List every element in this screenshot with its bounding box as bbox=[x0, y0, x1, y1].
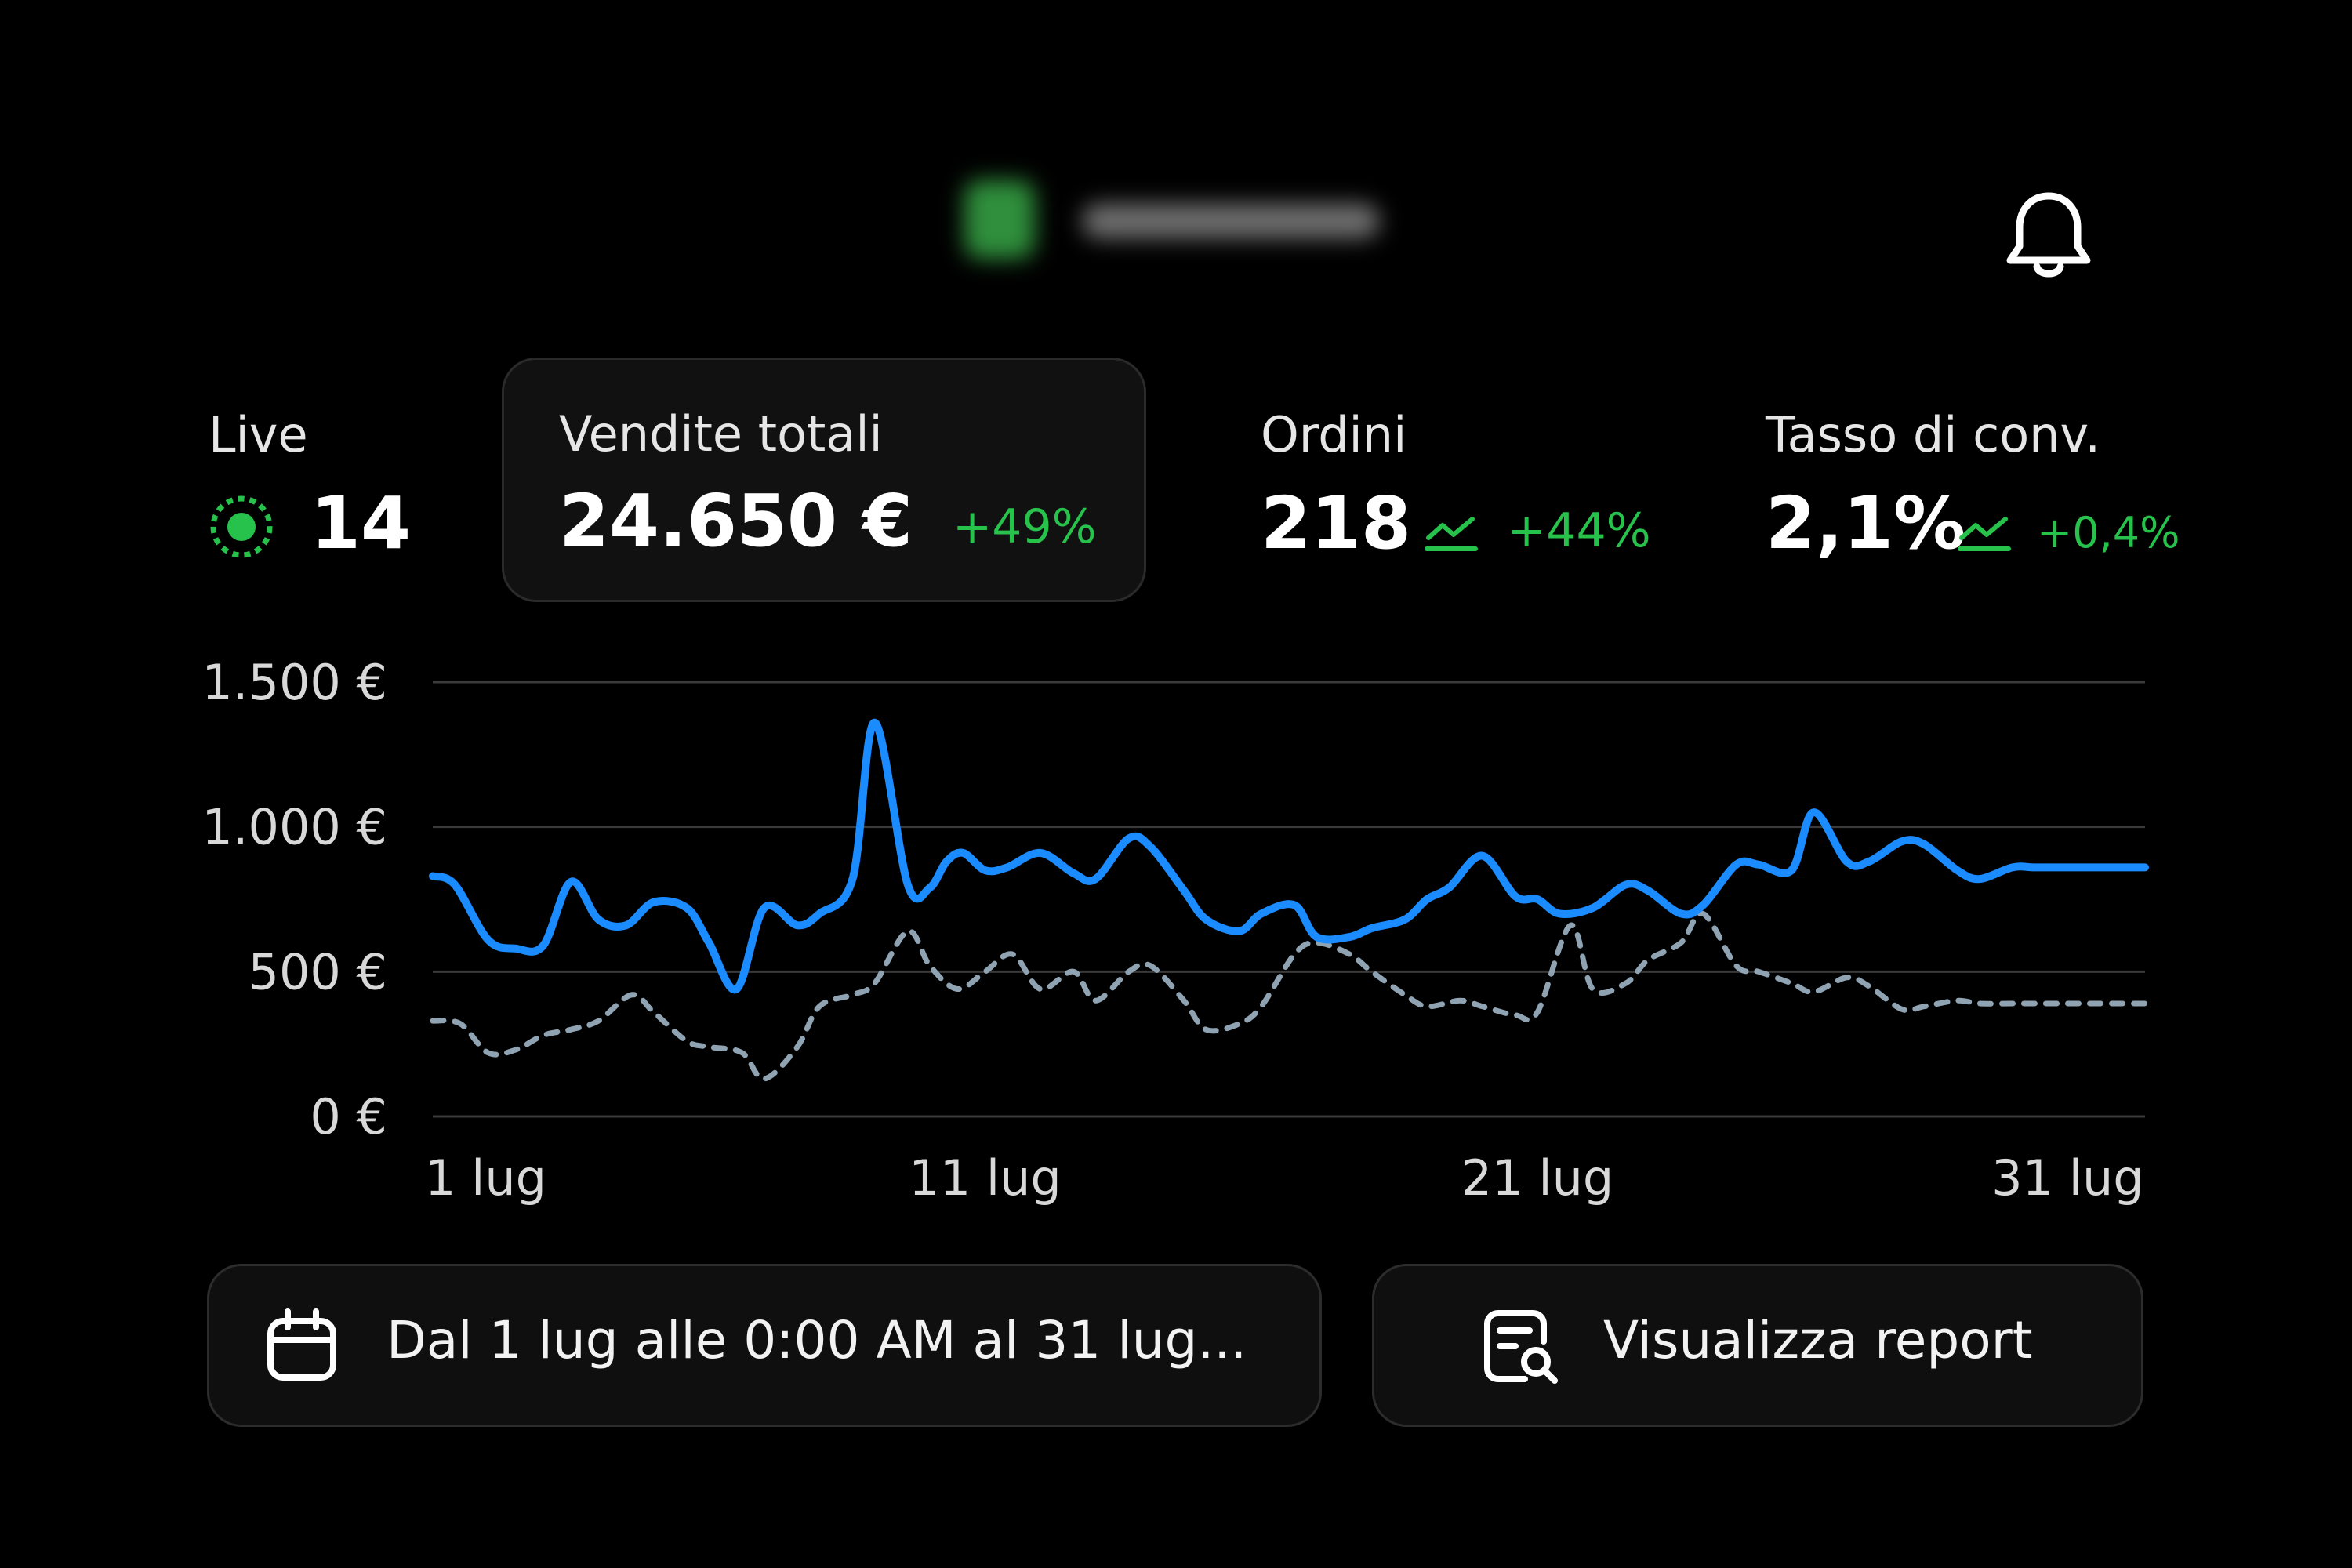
x-tick-label: 11 lug bbox=[909, 1149, 1061, 1207]
live-indicator-icon bbox=[209, 494, 274, 560]
total-sales-value: 24.650 € bbox=[559, 479, 913, 563]
date-range-label: Dal 1 lug alle 0:00 AM al 31 lug... bbox=[387, 1310, 1247, 1370]
y-tick-label: 0 € bbox=[310, 1088, 387, 1145]
orders-label: Ordini bbox=[1261, 406, 1407, 463]
x-tick-label: 1 lug bbox=[425, 1149, 546, 1207]
view-report-button[interactable]: Visualizza report bbox=[1372, 1264, 2143, 1427]
store-name bbox=[1082, 204, 1380, 238]
view-report-label: Visualizza report bbox=[1603, 1310, 2033, 1370]
x-tick-label: 21 lug bbox=[1461, 1149, 1613, 1207]
total-sales-card[interactable]: Vendite totali 24.650 € +49% bbox=[502, 358, 1146, 602]
date-range-button[interactable]: Dal 1 lug alle 0:00 AM al 31 lug... bbox=[207, 1264, 1322, 1427]
current-period-series-line bbox=[429, 718, 2149, 994]
trend-up-icon bbox=[1424, 514, 1479, 554]
previous-period-series-line bbox=[430, 910, 2148, 1082]
x-tick-label: 31 lug bbox=[1991, 1149, 2143, 1207]
conversion-rate-change: +0,4% bbox=[2037, 508, 2180, 557]
orders-change: +44% bbox=[1507, 503, 1651, 558]
store-brand-blurred bbox=[956, 172, 1396, 267]
y-tick-label: 1.500 € bbox=[201, 654, 387, 711]
trend-up-icon bbox=[1957, 514, 2012, 554]
live-label: Live bbox=[209, 406, 308, 463]
bell-icon-graphic bbox=[2006, 192, 2091, 278]
report-search-icon bbox=[1481, 1307, 1559, 1385]
conversion-rate-value: 2,1% bbox=[1766, 481, 1966, 565]
calendar-icon bbox=[263, 1307, 341, 1385]
conversion-rate-label: Tasso di conv. bbox=[1766, 406, 2101, 463]
live-visitors-value: 14 bbox=[310, 481, 412, 565]
y-tick-label: 1.000 € bbox=[201, 799, 387, 856]
orders-value: 218 bbox=[1261, 481, 1412, 565]
total-sales-label: Vendite totali bbox=[559, 405, 883, 463]
y-tick-label: 500 € bbox=[249, 943, 388, 1000]
total-sales-change: +49% bbox=[953, 499, 1097, 554]
store-logo bbox=[964, 180, 1035, 259]
bell-icon[interactable] bbox=[1998, 185, 2100, 287]
